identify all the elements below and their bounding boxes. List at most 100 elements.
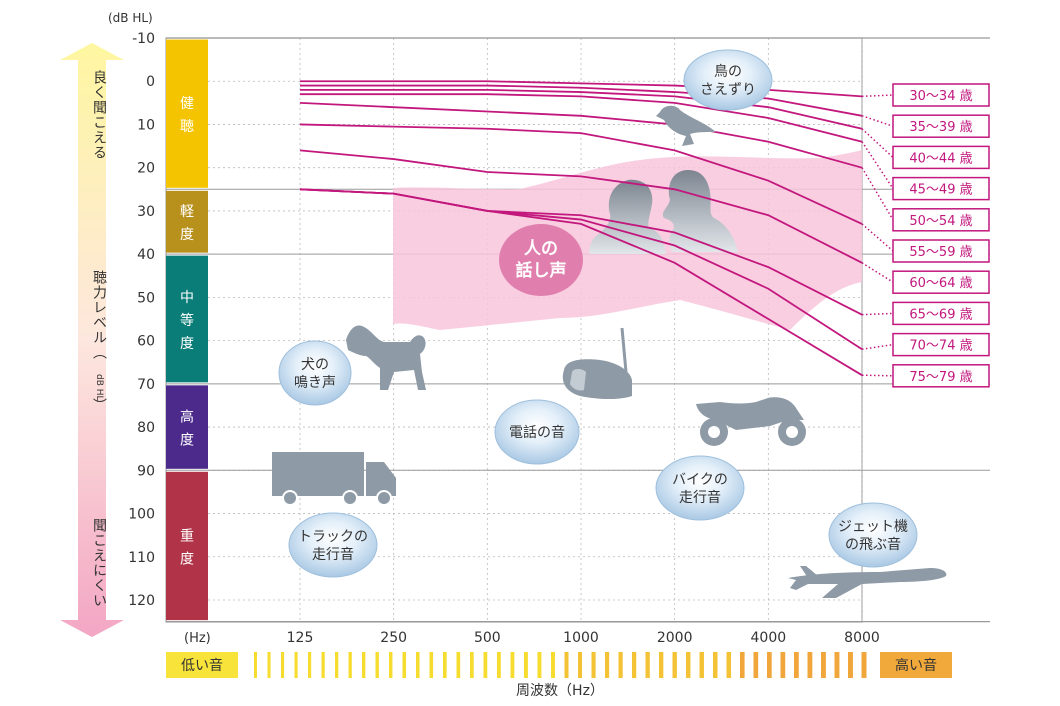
y-tick-label: -10: [132, 31, 155, 47]
age-labels: 30〜34 歳 35〜39 歳 40〜44 歳 45〜49 歳 50〜54 歳 55〜59…: [861, 83, 990, 388]
x-tick-label: 8000: [844, 630, 880, 646]
bubble-shape: [278, 340, 352, 406]
airplane-silhouette-icon: [788, 566, 947, 598]
frequency-stripe: [308, 652, 312, 678]
zone-bar: [166, 255, 208, 383]
bubble-text: の飛ぶ音: [845, 536, 901, 553]
series-leader: [861, 128, 894, 158]
zone-bar: [166, 385, 208, 469]
bubble-shape: [828, 502, 918, 568]
frequency-stripe: [834, 652, 840, 678]
frequency-stripe: [632, 652, 637, 678]
zone-中等度: 中等度: [166, 255, 208, 383]
zone-bar: [166, 39, 208, 188]
bubble-text: ジェット機: [838, 519, 908, 535]
frequency-stripe: [618, 652, 623, 678]
x-axis-ticks: 125 250 500 1000 2000 4000 8000: [287, 630, 880, 646]
x-axis-title: 周波数（Hz）: [516, 683, 604, 699]
frequency-stripe: [524, 652, 528, 678]
frequency-stripe: [497, 652, 501, 678]
age-label-box: [892, 364, 990, 388]
age-label: 35〜39 歳: [909, 120, 972, 135]
zone-label-char: 高: [180, 409, 194, 426]
frequency-stripe: [335, 652, 339, 678]
age-label: 60〜64 歳: [909, 276, 972, 291]
y-unit-label: (dB HL): [108, 11, 153, 25]
frequency-stripe: [740, 652, 745, 678]
y-tick-label: 0: [146, 74, 155, 90]
frequency-stripe: [510, 652, 515, 678]
frequency-stripe: [389, 652, 393, 678]
frequency-stripe: [456, 652, 461, 678]
frequency-stripe: [780, 652, 786, 678]
frequency-stripe: [267, 652, 271, 678]
y-tick-label: 120: [128, 593, 155, 609]
frequency-stripe: [443, 652, 447, 678]
zone-label-char: 軽: [180, 204, 194, 220]
frequency-stripe: [281, 652, 285, 678]
bubble-shape: [655, 455, 745, 521]
bubble-phone: 電話の音: [494, 399, 580, 465]
zone-label-char: 度: [180, 227, 194, 243]
series-leader: [861, 343, 894, 351]
age-label-box: [892, 208, 990, 232]
x-tick-label: 125: [287, 630, 314, 646]
age-series-lines: [299, 80, 863, 376]
zone-label-char: 重: [180, 528, 194, 544]
zone-健聴: 健聴: [166, 39, 208, 188]
bubble-text: 犬の: [301, 357, 329, 373]
zone-bar: [166, 190, 208, 253]
x-unit-label: (Hz): [184, 631, 211, 646]
age-label-box: [892, 239, 990, 263]
series-line: [300, 88, 863, 130]
series-leader: [861, 262, 894, 283]
age-label-box: [892, 114, 990, 138]
age-label: 55〜59 歳: [909, 245, 972, 260]
frequency-stripe: [753, 652, 759, 678]
motorcycle-silhouette-icon: [696, 397, 806, 446]
frequency-stripe: [429, 652, 434, 678]
age-label: 30〜34 歳: [909, 89, 972, 104]
bubble-text: 鳴き声: [294, 375, 336, 391]
y-tick-label: 50: [137, 290, 155, 306]
frequency-stripe: [794, 652, 799, 678]
series-line: [300, 84, 863, 117]
frequency-stripe: [483, 652, 488, 678]
series-line: [300, 93, 863, 143]
series-leader: [861, 115, 894, 127]
zone-label-char: 度: [180, 336, 194, 352]
y-tick-label: 30: [137, 204, 155, 220]
series-leader: [861, 223, 894, 252]
age-label-box: [892, 301, 990, 326]
hearing-level-close-label: ）: [91, 398, 107, 412]
frequency-stripe: [686, 652, 691, 678]
frequency-stripe: [699, 652, 704, 678]
y-tick-label: 80: [137, 420, 155, 436]
low-sound-box: [166, 652, 238, 678]
zone-軽度: 軽度: [166, 190, 208, 253]
bubble-text: 電話の音: [509, 424, 565, 441]
frequency-stripe: [726, 652, 732, 678]
zone-label-char: 中: [180, 290, 194, 306]
truck-silhouette-icon: [272, 452, 396, 506]
high-sound-label: 高い音: [895, 657, 937, 674]
frequency-stripe: [375, 652, 379, 678]
age-label: 65〜69 歳: [909, 307, 972, 322]
speech-label-line2: 話し声: [516, 260, 567, 281]
speech-label-line1: 人の: [524, 239, 558, 259]
bubble-text: 走行音: [312, 546, 354, 563]
x-tick-label: 250: [380, 630, 407, 646]
frequency-stripe: [848, 652, 853, 678]
frequency-stripe: [321, 652, 325, 678]
frequency-stripe: [294, 652, 298, 678]
zone-高度: 高度: [166, 385, 208, 469]
zone-bar: [166, 471, 208, 621]
bubble-shape: [288, 512, 378, 578]
bubble-text: トラックの: [298, 529, 368, 545]
y-tick-label: 110: [128, 550, 155, 566]
zone-label-char: 度: [180, 433, 194, 449]
